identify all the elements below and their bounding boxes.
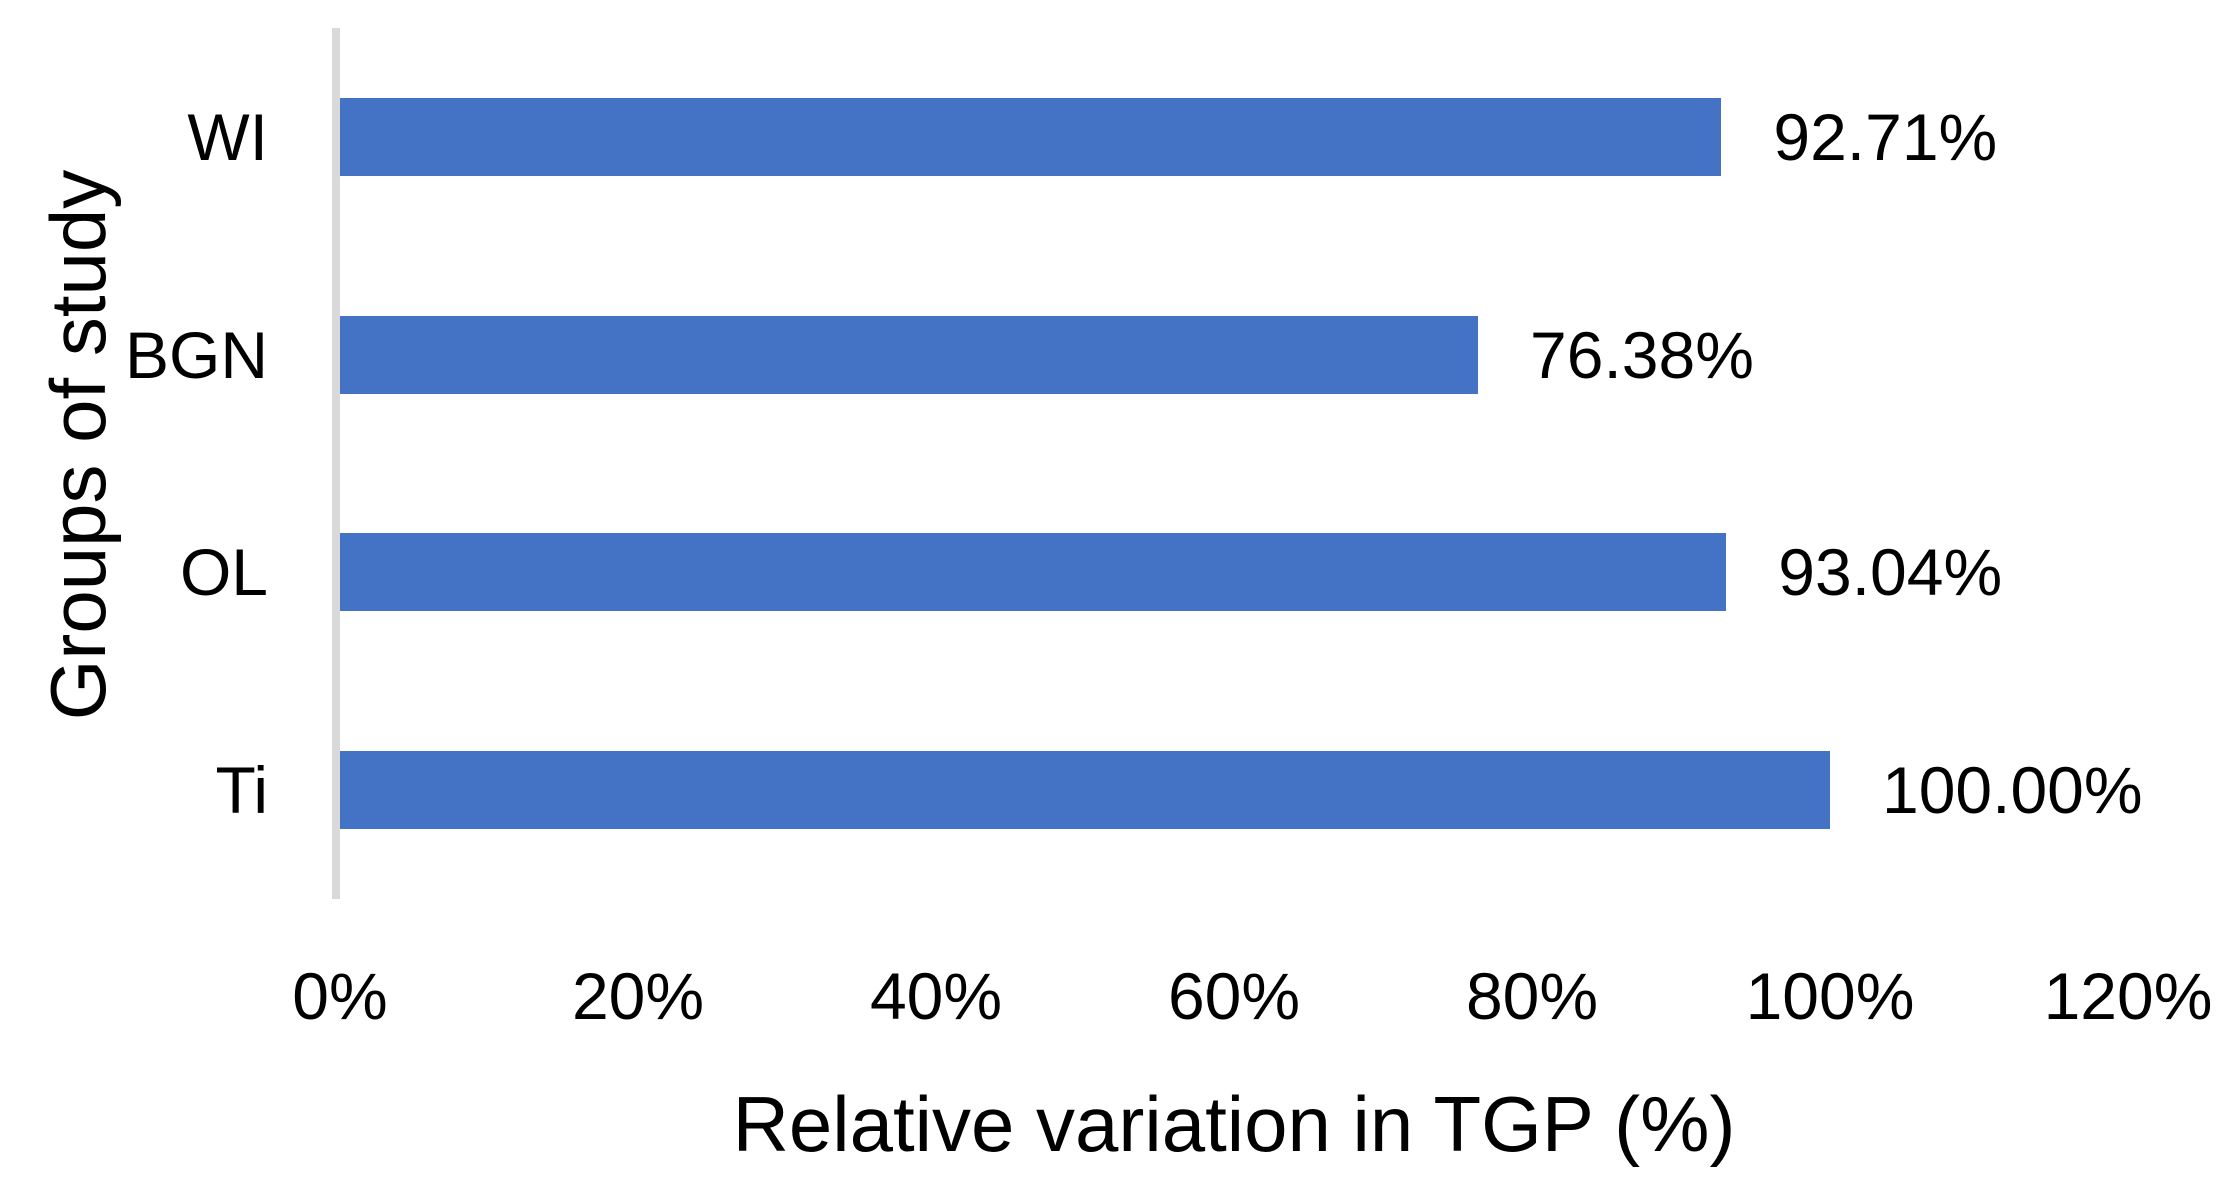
x-tick-label: 20%: [571, 959, 705, 1033]
bar: [340, 751, 1830, 830]
x-tick-label: 40%: [869, 959, 1003, 1033]
category-label: WI: [187, 99, 268, 174]
category-label: OL: [179, 535, 268, 610]
bar: [340, 315, 1479, 394]
value-label: 76.38%: [1530, 317, 1754, 392]
category-label: Ti: [215, 753, 268, 828]
x-tick-label: 100%: [1745, 959, 1915, 1033]
value-label: 100.00%: [1882, 753, 2143, 828]
x-tick-label: 60%: [1167, 959, 1301, 1033]
value-label: 92.71%: [1773, 99, 1998, 174]
x-axis-title: Relative variation in TGP (%): [732, 1080, 1736, 1168]
category-label: BGN: [124, 317, 268, 392]
x-tick-label: 120%: [2043, 959, 2213, 1033]
bar: [340, 533, 1727, 612]
value-label: 93.04%: [1778, 535, 2003, 610]
bar: [340, 97, 1722, 176]
y-axis-line: [332, 28, 340, 899]
x-tick-label: 80%: [1465, 959, 1599, 1033]
x-tick-label: 0%: [292, 959, 388, 1033]
